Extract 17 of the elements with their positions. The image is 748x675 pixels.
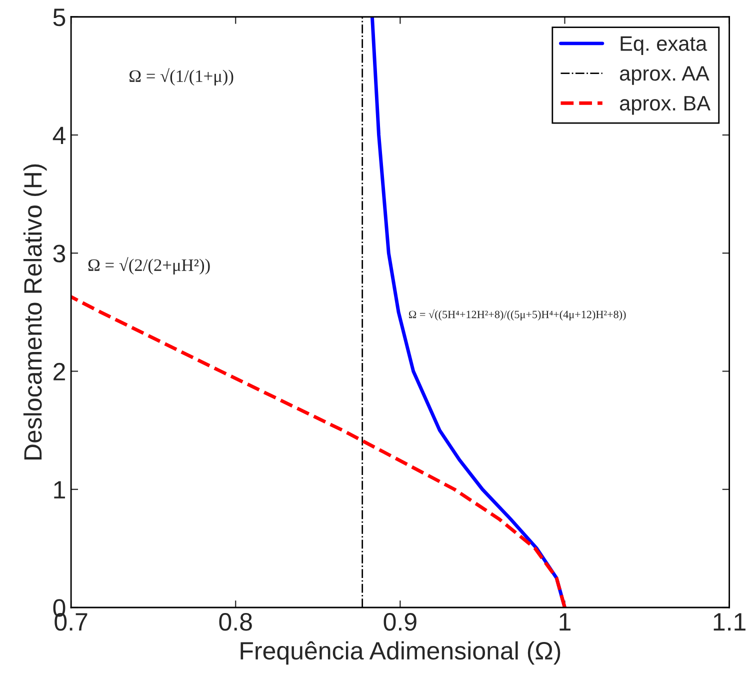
x-tick-label: 1 <box>560 613 570 630</box>
legend-label: aprox. AA <box>620 66 710 85</box>
x-tick-label: 0.9 <box>384 613 416 631</box>
x-tick-label: 0.8 <box>219 613 252 631</box>
y-tick-label: 2 <box>54 362 65 380</box>
y-tick-label: 5 <box>53 8 66 26</box>
x-tick-label: 1.1 <box>714 613 746 630</box>
x-axis-title: Frequência Adimensional (Ω) <box>240 641 560 665</box>
y-tick-label: 1 <box>54 481 65 498</box>
legend-label: Eq. exata <box>620 36 708 56</box>
annotation: Ω = √((5H⁴+12H²+8)/((5μ+5)H⁴+(4μ+12)H²+8)) <box>408 309 626 320</box>
annotation: Ω = √(2/(2+μH²)) <box>88 257 210 275</box>
annotation: Ω = √(1/(1+μ)) <box>130 68 234 86</box>
y-tick-label: 3 <box>53 244 66 262</box>
y-axis-title: Deslocamento Relativo (H) <box>23 164 47 460</box>
y-tick-label: 4 <box>52 126 66 144</box>
legend-label: aprox. BA <box>620 96 711 115</box>
